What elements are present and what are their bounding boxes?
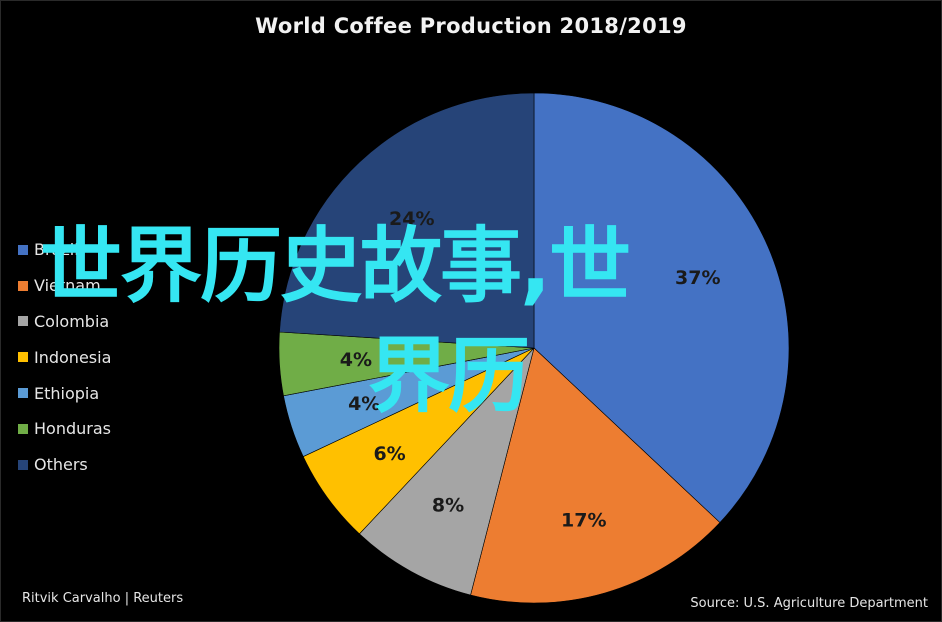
pie-label-others: 24% (389, 208, 434, 230)
watermark-text-line2: 界历 (368, 329, 530, 424)
legend-item-indonesia: Indonesia (18, 339, 111, 375)
legend-label: Brazil (34, 240, 79, 260)
pie-label-brazil: 37% (675, 267, 720, 289)
legend-item-colombia: Colombia (18, 304, 111, 340)
legend-label: Indonesia (34, 347, 112, 367)
legend-item-brazil: Brazil (18, 232, 111, 268)
legend-item-others: Others (18, 447, 111, 483)
legend-item-ethiopia: Ethiopia (18, 375, 111, 411)
legend-label: Others (34, 455, 88, 475)
legend-swatch (18, 352, 28, 363)
legend: Brazil Vietnam Colombia Indonesia Ethiopia Ho… (18, 232, 111, 483)
pie-label-ethiopia: 4% (348, 393, 380, 415)
legend-label: Vietnam (34, 276, 101, 296)
legend-item-vietnam: Vietnam (18, 268, 111, 304)
source-text: Source: U.S. Agriculture Department (690, 596, 928, 611)
legend-label: Honduras (34, 419, 111, 439)
pie-label-honduras: 4% (340, 349, 372, 371)
pie-label-colombia: 8% (432, 494, 464, 516)
legend-swatch (18, 423, 28, 434)
pie-slice-brazil (533, 92, 790, 523)
legend-swatch (18, 459, 28, 470)
pie-slice-colombia (359, 347, 535, 596)
pie-label-vietnam: 17% (561, 509, 606, 531)
watermark-text-line1: 世界历史故事,世 (40, 219, 631, 314)
pie-slice-vietnam (470, 347, 721, 604)
chart-title: World Coffee Production 2018/2019 (255, 14, 687, 38)
legend-label: Colombia (34, 311, 110, 331)
pie-slice-others (279, 92, 535, 349)
legend-swatch (18, 316, 28, 327)
credit-text: Ritvik Carvalho | Reuters (22, 591, 184, 606)
legend-swatch (18, 280, 28, 291)
legend-label: Ethiopia (34, 383, 100, 403)
legend-item-honduras: Honduras (18, 411, 111, 447)
pie-label-indonesia: 6% (373, 443, 405, 465)
legend-swatch (18, 244, 28, 255)
legend-swatch (18, 388, 28, 399)
